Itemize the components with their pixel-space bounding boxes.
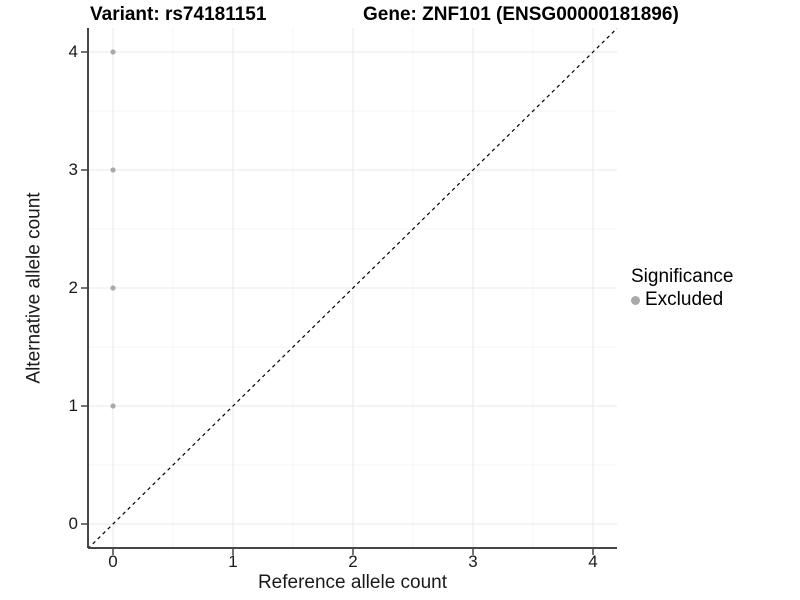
plot-title-variant: Variant: rs74181151 [90, 4, 267, 25]
y-tick-label: 4 [68, 42, 78, 61]
data-point [110, 49, 116, 55]
identity-line [88, 28, 617, 548]
x-tick-label: 0 [108, 552, 118, 571]
x-tick-label: 1 [228, 552, 238, 571]
legend-title: Significance [631, 266, 734, 287]
y-tick-label: 0 [68, 514, 78, 533]
x-tick-label: 2 [348, 552, 358, 571]
y-tick-label: 2 [68, 278, 78, 297]
legend-point-icon [631, 295, 640, 305]
legend: Significance Excluded [631, 266, 733, 311]
data-point [110, 403, 116, 409]
y-axis-title: Alternative allele count [23, 192, 45, 384]
y-tick-label: 3 [68, 160, 78, 179]
y-tick-label: 1 [68, 396, 78, 415]
x-tick-label: 4 [588, 552, 598, 571]
legend-entry-excluded: Excluded [631, 289, 733, 311]
data-point [110, 285, 116, 291]
x-tick-label: 3 [468, 552, 478, 571]
plot-title-gene: Gene: ZNF101 (ENSG00000181896) [363, 4, 679, 25]
data-point [110, 167, 116, 173]
legend-entry-label: Excluded [645, 289, 724, 310]
x-axis-title: Reference allele count [257, 572, 448, 593]
